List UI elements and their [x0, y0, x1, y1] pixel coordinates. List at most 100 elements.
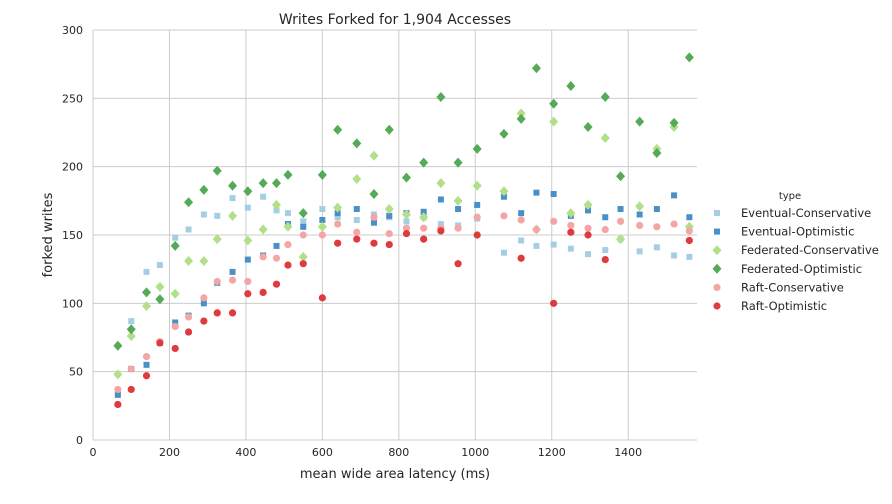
- data-point: [184, 197, 194, 208]
- data-point: [384, 204, 394, 215]
- data-point: [142, 372, 151, 380]
- y-tick-labels: 0 50 100 150 200 250 300: [62, 24, 83, 447]
- data-point: [453, 195, 463, 206]
- data-point: [184, 313, 193, 321]
- data-point: [436, 91, 446, 102]
- data-point: [334, 214, 341, 221]
- data-point: [685, 227, 693, 235]
- data-point: [353, 228, 361, 236]
- data-point: [170, 288, 180, 299]
- legend-label: Federated-Optimistic: [741, 262, 862, 276]
- data-point: [454, 260, 462, 268]
- data-point: [319, 216, 326, 223]
- data-point: [114, 400, 122, 409]
- legend-marker: [714, 228, 720, 235]
- y-tick-label: 50: [69, 366, 83, 379]
- data-point: [533, 242, 540, 249]
- data-point: [517, 216, 525, 224]
- x-tick-label: 1000: [461, 446, 489, 459]
- data-point: [156, 262, 163, 269]
- data-point: [437, 196, 444, 203]
- legend-label: Raft-Conservative: [741, 280, 844, 294]
- data-point: [143, 268, 150, 275]
- data-point: [472, 143, 482, 154]
- data-point: [113, 340, 123, 351]
- data-point: [549, 98, 559, 109]
- data-point: [352, 138, 362, 149]
- data-point: [601, 225, 609, 234]
- x-tick-label: 800: [388, 446, 409, 459]
- data-point: [671, 252, 678, 259]
- data-point: [420, 224, 428, 232]
- data-point: [616, 234, 626, 245]
- data-point: [213, 277, 221, 286]
- data-point: [550, 191, 557, 197]
- data-point: [126, 331, 136, 342]
- data-point: [199, 184, 209, 195]
- data-point: [284, 210, 291, 217]
- data-point: [454, 224, 462, 232]
- data-point: [566, 208, 576, 219]
- data-point: [228, 276, 237, 284]
- data-point: [583, 199, 593, 210]
- axes-frame: [92, 30, 697, 441]
- data-point: [436, 178, 446, 189]
- data-point: [228, 180, 238, 191]
- data-point: [334, 210, 341, 217]
- data-point: [114, 385, 122, 394]
- data-point: [200, 317, 208, 325]
- data-point: [420, 235, 428, 243]
- data-point: [243, 186, 253, 197]
- data-point: [228, 210, 238, 221]
- data-point: [472, 180, 482, 191]
- data-point: [653, 223, 661, 231]
- legend-marker: [714, 210, 720, 216]
- data-point: [437, 221, 444, 228]
- y-tick-label: 150: [62, 229, 83, 242]
- data-point: [353, 235, 361, 243]
- legend-marker: [712, 263, 722, 274]
- data-point: [127, 365, 135, 373]
- data-point: [300, 223, 307, 230]
- data-point: [437, 227, 445, 235]
- data-point: [549, 116, 559, 127]
- data-points: [113, 52, 694, 409]
- data-point: [155, 281, 165, 292]
- data-point: [601, 256, 609, 264]
- data-point: [401, 209, 411, 220]
- data-point: [156, 339, 164, 347]
- data-point: [550, 241, 557, 248]
- y-tick-label: 100: [62, 297, 83, 310]
- data-point: [273, 207, 280, 214]
- data-point: [228, 309, 237, 317]
- data-point: [352, 173, 362, 184]
- data-point: [200, 300, 207, 307]
- data-point: [386, 212, 393, 219]
- data-point: [419, 212, 429, 223]
- data-point: [635, 116, 645, 127]
- data-point: [684, 52, 694, 63]
- data-point: [185, 226, 192, 233]
- data-point: [584, 231, 592, 239]
- data-point: [298, 251, 308, 262]
- data-point: [585, 251, 592, 258]
- data-point: [212, 165, 222, 176]
- x-tick-label: 0: [90, 446, 97, 459]
- legend-marker: [713, 283, 721, 291]
- data-point: [602, 247, 609, 254]
- data-point: [318, 231, 326, 239]
- data-point: [244, 256, 251, 263]
- data-point: [636, 248, 643, 255]
- data-point: [617, 206, 624, 213]
- data-point: [516, 108, 526, 119]
- x-tick-label: 1200: [538, 446, 566, 459]
- data-point: [212, 234, 222, 245]
- series-federated-optimistic: [113, 52, 694, 351]
- data-point: [244, 204, 251, 211]
- data-point: [273, 242, 280, 249]
- data-point: [259, 253, 267, 261]
- data-point: [142, 301, 152, 312]
- data-point: [113, 369, 123, 380]
- data-point: [244, 277, 252, 286]
- data-point: [636, 221, 644, 230]
